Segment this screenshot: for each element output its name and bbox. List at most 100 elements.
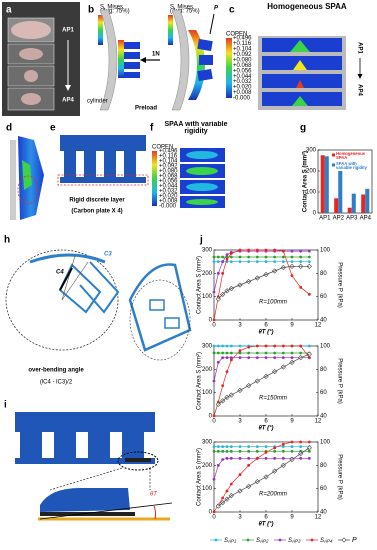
finger — [20, 432, 42, 458]
line — [213, 345, 310, 417]
legend-name: AP1 — [227, 539, 237, 544]
c3-label: C3 — [104, 252, 112, 258]
fea-hot — [296, 80, 304, 88]
legend-marker — [341, 537, 347, 543]
x-tick-label: 0 — [212, 419, 216, 425]
x-tick-label: 0 — [212, 515, 216, 521]
cylinder — [99, 9, 118, 111]
actuator-sketch — [128, 263, 192, 352]
legend-title: S, Mises — [100, 5, 123, 11]
fea-finger — [124, 42, 140, 49]
legend-title: S, Mises — [170, 5, 193, 11]
line — [213, 249, 310, 321]
legend-label: SPAA with variable rigidity — [336, 162, 367, 171]
colorbar-label: -0.000 — [233, 96, 251, 102]
radius — [61, 255, 76, 301]
angle-arc — [153, 505, 156, 520]
legend-symbol: S — [224, 538, 228, 544]
colorbar-label: +0.044 — [233, 74, 252, 80]
legend-title: COPEN — [226, 32, 247, 38]
colorbar-label: +0.008 — [159, 199, 178, 205]
cylinder — [10, 140, 16, 220]
actuator-edge — [29, 253, 106, 264]
caption: over-bending angle — [28, 368, 84, 374]
arrow-head — [65, 85, 71, 91]
fea-finger — [124, 72, 140, 78]
fea-hot — [186, 183, 218, 191]
finger — [122, 432, 144, 458]
legend-name: AP2 — [259, 539, 269, 544]
finger — [124, 151, 136, 177]
legend-title: (Avg: 75%) — [170, 9, 200, 15]
ap-label: AP4 — [62, 98, 74, 104]
line — [213, 357, 310, 382]
y-tick-label: 0 — [313, 211, 317, 217]
line — [213, 457, 310, 480]
legend-symbol: S — [256, 538, 260, 544]
x-axis-label: θT (°) — [258, 522, 273, 528]
legend-label: SAP4 — [320, 538, 333, 544]
y2-axis-label: Pressure P (kPa) — [336, 262, 342, 308]
x-axis-label: θT (°) — [258, 426, 273, 432]
y2-tick-label: 40 — [320, 414, 327, 420]
y-tick-label: 100 — [202, 390, 213, 396]
contact-patch — [24, 70, 38, 82]
legend-symbol: S — [320, 538, 324, 544]
panel-h: h C3 C4 over-bending angle (lC4 - lC3)/2 — [4, 235, 192, 386]
x-tick-label: AP4 — [360, 216, 372, 222]
panel-title: SPAA with variable rigidity — [164, 121, 228, 136]
force-label: 1N — [152, 52, 160, 58]
finger — [64, 151, 76, 177]
y-tick-label: 200 — [202, 367, 213, 373]
y2-axis-label: Pressure P (kPa) — [336, 454, 342, 500]
fea-hot — [22, 160, 32, 190]
x-tick-label: 3 — [238, 419, 242, 425]
zoom-line — [49, 467, 123, 491]
colorbar-label: +0.008 — [233, 90, 252, 96]
y-tick-label: 100 — [202, 294, 213, 300]
line — [218, 353, 310, 405]
radius — [61, 261, 89, 301]
plot-frame — [317, 149, 373, 214]
panel-title: Homogeneous SPAA — [267, 3, 347, 11]
panel-label: f — [150, 123, 154, 134]
contact-patch — [11, 21, 51, 39]
annotation: R=200mm — [259, 492, 287, 498]
fea-finger — [197, 38, 213, 52]
panel-label: c — [229, 5, 235, 16]
ap-label: AP1 — [356, 42, 362, 54]
cylinder-label: cylinder — [87, 99, 108, 105]
colorbar-label: +0.044 — [159, 184, 178, 190]
y-tick-label: 200 — [306, 169, 317, 175]
x-tick-label: 6 — [264, 323, 268, 329]
y-axis-label: Contact Area S (mm²) — [302, 151, 309, 212]
legend-label: SAP1 — [224, 538, 237, 544]
text-box: Homogeneous SPAA — [336, 152, 365, 160]
x-tick-label: AP1 — [319, 216, 331, 222]
zoom-circle — [5, 249, 119, 351]
legend-marker — [310, 538, 314, 542]
cylinder — [171, 9, 190, 111]
arrow — [209, 13, 215, 35]
y2-tick-label: 60 — [320, 486, 327, 492]
legend-title: (Avg: 75%) — [100, 9, 130, 15]
colorbar — [98, 15, 103, 45]
y2-tick-label: 100 — [320, 344, 331, 350]
ap-label: AP1 — [62, 28, 74, 34]
x-tick-label: 9 — [290, 515, 294, 521]
fea-hot — [292, 96, 308, 106]
fea-hot — [290, 40, 310, 52]
x-tick-label: AP3 — [346, 216, 358, 222]
colorbar-label: +0.080 — [233, 57, 252, 63]
carbon-plate — [40, 512, 135, 516]
panel-i: i θT — [4, 400, 173, 521]
x-tick-label: 6 — [264, 515, 268, 521]
colorbar-label: +0.020 — [233, 85, 252, 91]
bar — [347, 207, 352, 213]
y-axis-label: Contact Area S (mm²) — [197, 448, 203, 506]
bar — [365, 188, 370, 213]
contact — [59, 267, 73, 291]
legend-marker — [214, 538, 218, 542]
y2-axis-label: Pressure P (kPa) — [336, 358, 342, 404]
